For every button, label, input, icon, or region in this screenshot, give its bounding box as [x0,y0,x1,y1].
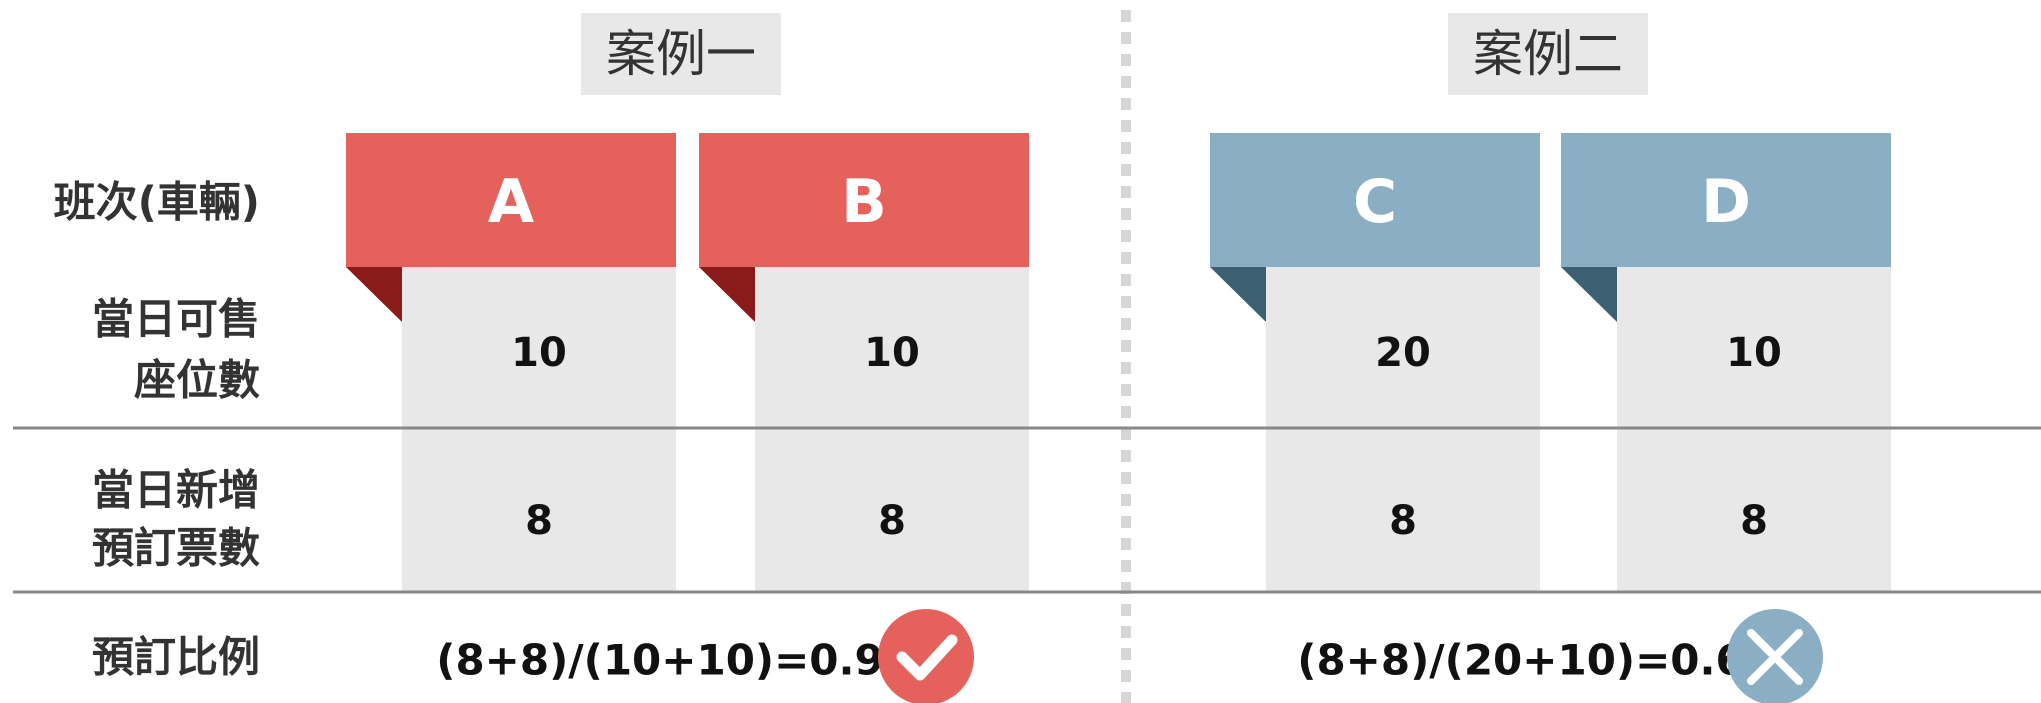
fold [699,267,755,322]
fold [1210,267,1266,322]
row-label: 預訂票數 [92,524,260,573]
seats-value: 10 [511,330,567,376]
row-label: 當日新增 [92,466,260,515]
fold [346,267,402,322]
row-label: 座位數 [134,356,260,405]
row-label: 預訂比例 [92,633,260,682]
bookings-value: 8 [525,498,553,544]
formula: (8+8)/(20+10)=0.6 [1297,636,1744,685]
column-header [346,133,676,267]
bookings-value: 8 [878,498,906,544]
column-header [699,133,1029,267]
column-name: C [1353,167,1397,237]
case-box [1448,13,1648,95]
column-name: B [841,167,887,237]
check-mark [896,634,958,681]
fold [1561,267,1617,322]
cross-mark [1747,629,1803,685]
row-label: 當日可售 [92,295,260,344]
column-name: D [1701,167,1751,237]
row-label: 班次(車輛) [54,178,260,227]
column-header [1210,133,1540,267]
column-header [1561,133,1891,267]
bookings-value: 8 [1389,498,1417,544]
result-icon [878,609,974,703]
seats-value: 10 [1726,330,1782,376]
formula: (8+8)/(10+10)=0.9 [436,636,883,685]
case-title: 案例一 [606,25,756,83]
seats-value: 20 [1375,330,1431,376]
seats-value: 10 [864,330,920,376]
case-title: 案例二 [1473,25,1623,83]
case-box [581,13,781,95]
column-name: A [488,167,535,237]
bookings-value: 8 [1740,498,1768,544]
